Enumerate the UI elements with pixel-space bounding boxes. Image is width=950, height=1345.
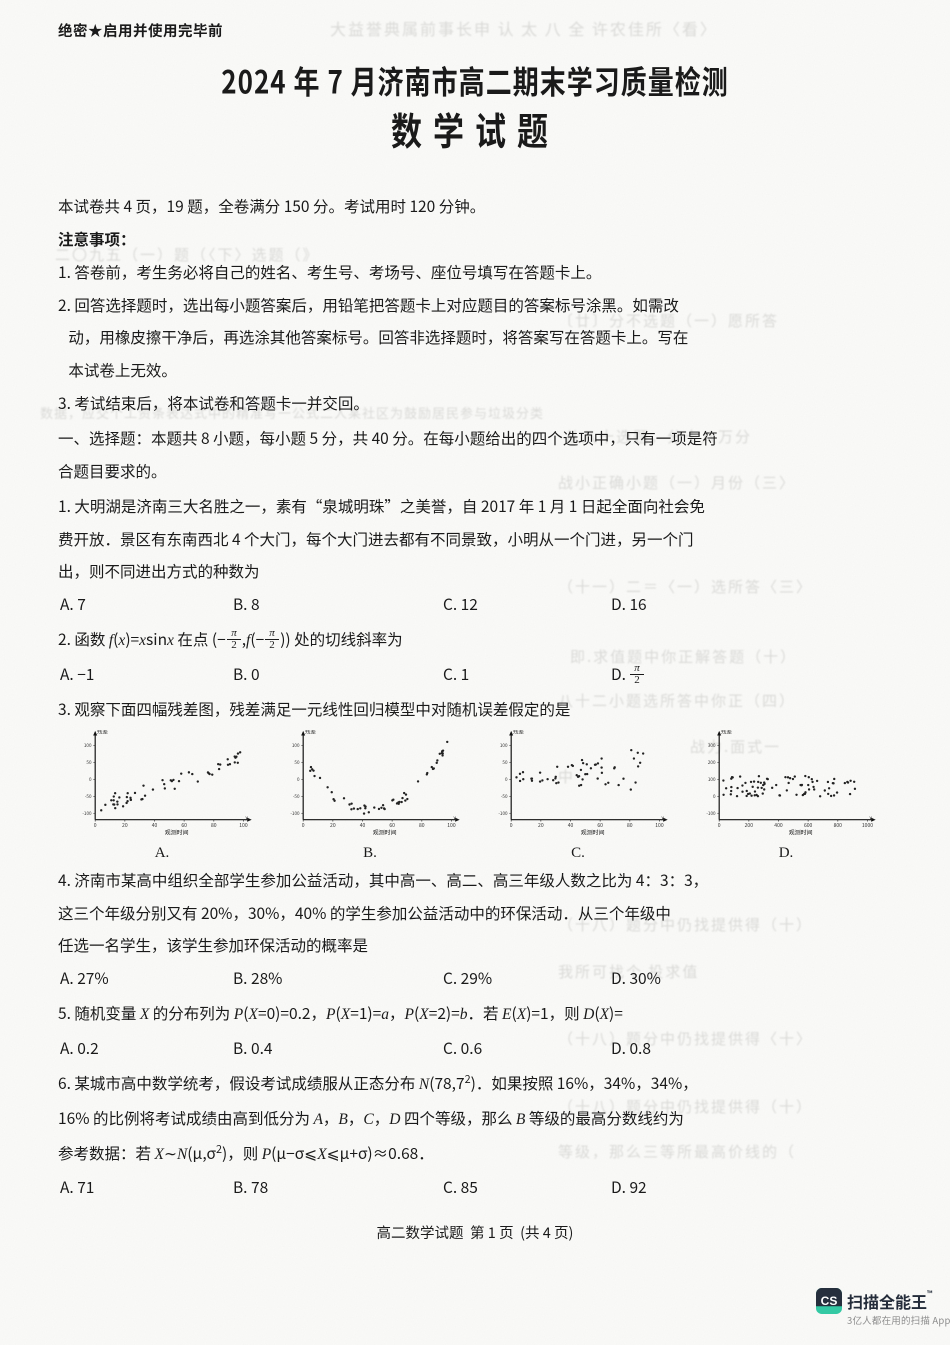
svg-text:20: 20 <box>538 822 544 829</box>
svg-text:-100: -100 <box>82 811 92 817</box>
svg-text:1000: 1000 <box>862 822 873 829</box>
svg-text:100: 100 <box>84 743 92 749</box>
svg-text:50: 50 <box>294 760 300 766</box>
svg-text:π: π <box>635 662 641 674</box>
svg-text:2: 2 <box>231 639 237 651</box>
svg-text:100: 100 <box>500 743 508 749</box>
svg-text:300: 300 <box>708 743 716 749</box>
svg-text:0: 0 <box>297 777 300 783</box>
svg-text:残差: 残差 <box>721 730 732 736</box>
svg-text:-50: -50 <box>293 794 300 800</box>
svg-text:-50: -50 <box>501 794 508 800</box>
svg-text:0: 0 <box>510 822 513 829</box>
svg-text:100: 100 <box>447 822 456 829</box>
svg-text:60: 60 <box>181 822 187 829</box>
svg-text:0: 0 <box>94 822 97 829</box>
svg-text:0: 0 <box>505 777 508 783</box>
svg-text:200: 200 <box>745 822 754 829</box>
svg-text:60: 60 <box>597 822 603 829</box>
svg-text:600: 600 <box>804 822 813 829</box>
svg-text:20: 20 <box>330 822 336 829</box>
svg-text:200: 200 <box>708 760 716 766</box>
svg-text:π: π <box>269 627 275 639</box>
svg-text:0: 0 <box>713 794 716 800</box>
svg-text:π: π <box>231 627 237 639</box>
svg-text:80: 80 <box>211 822 217 829</box>
svg-text:0: 0 <box>89 777 92 783</box>
svg-text:残差: 残差 <box>513 730 524 736</box>
svg-text:0: 0 <box>718 822 721 829</box>
svg-text:-50: -50 <box>85 794 92 800</box>
svg-text:残差: 残差 <box>97 730 108 736</box>
svg-text:CS: CS <box>821 1294 838 1308</box>
svg-text:50: 50 <box>86 760 92 766</box>
svg-text:80: 80 <box>627 822 633 829</box>
svg-text:100: 100 <box>655 822 664 829</box>
svg-text:40: 40 <box>360 822 366 829</box>
svg-text:-100: -100 <box>498 811 508 817</box>
svg-text:-100: -100 <box>290 811 300 817</box>
svg-text:2: 2 <box>269 639 275 651</box>
svg-text:100: 100 <box>239 822 248 829</box>
svg-text:20: 20 <box>122 822 128 829</box>
svg-text:2: 2 <box>635 674 641 686</box>
svg-text:40: 40 <box>568 822 574 829</box>
svg-text:-100: -100 <box>706 811 716 817</box>
svg-text:100: 100 <box>292 743 300 749</box>
svg-text:残差: 残差 <box>305 730 316 736</box>
svg-text:400: 400 <box>774 822 783 829</box>
svg-text:40: 40 <box>152 822 158 829</box>
svg-text:80: 80 <box>419 822 425 829</box>
svg-text:60: 60 <box>389 822 395 829</box>
svg-text:800: 800 <box>834 822 843 829</box>
svg-text:50: 50 <box>502 760 508 766</box>
svg-text:100: 100 <box>708 777 716 783</box>
svg-text:0: 0 <box>302 822 305 829</box>
